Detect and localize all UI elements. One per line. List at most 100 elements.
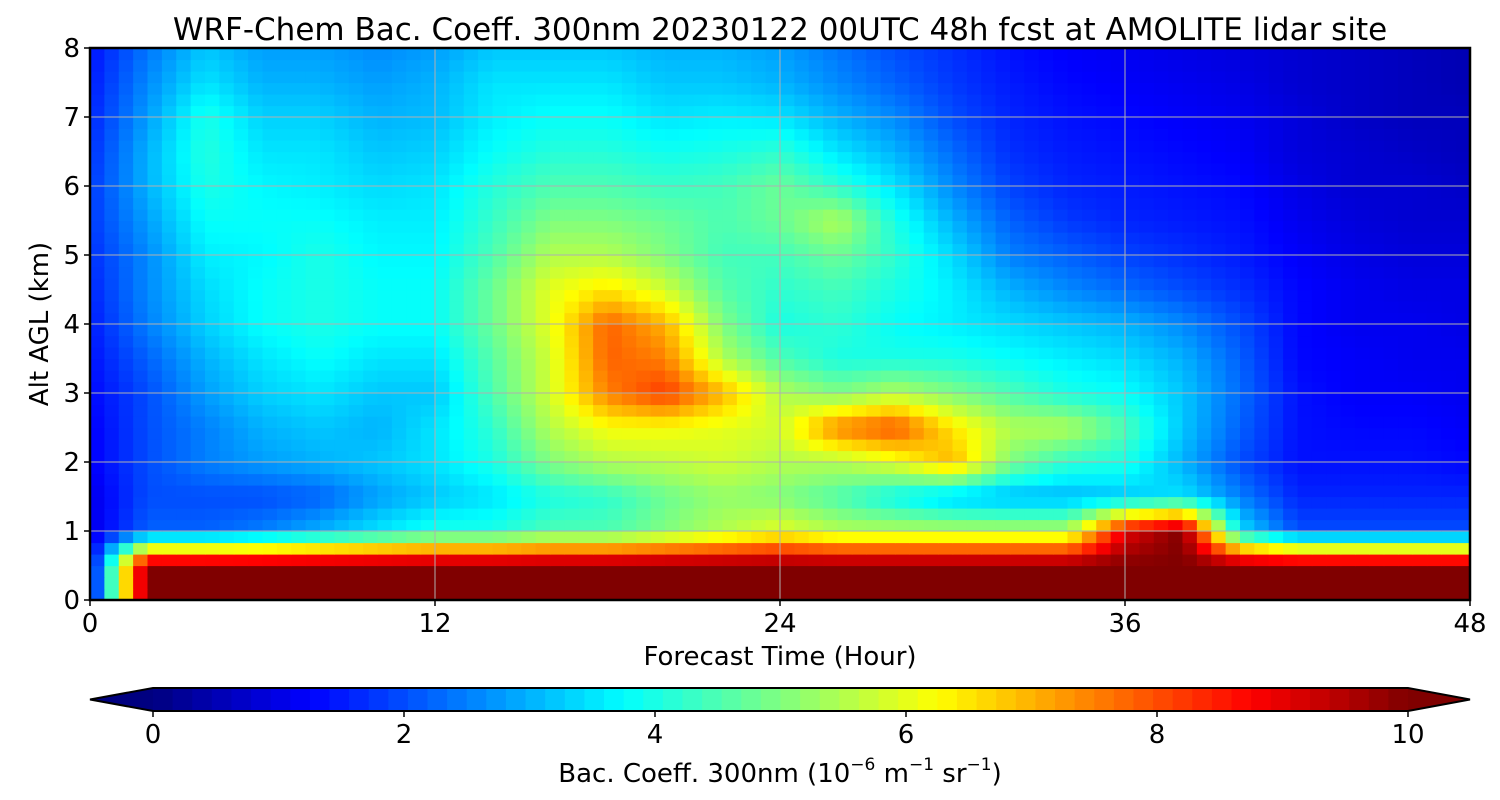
- heatmap-cell: [391, 519, 407, 532]
- heatmap-cell: [1067, 588, 1083, 600]
- heatmap-cell: [995, 542, 1011, 555]
- heatmap-cell: [1369, 220, 1385, 233]
- heatmap-cell: [1196, 220, 1212, 233]
- heatmap-cell: [1125, 485, 1140, 498]
- heatmap-cell: [1455, 347, 1470, 360]
- heatmap-cell: [1182, 117, 1198, 130]
- heatmap-cell: [1426, 71, 1442, 84]
- heatmap-cell: [1369, 140, 1385, 153]
- heatmap-cell: [161, 48, 177, 61]
- heatmap-cell: [679, 370, 695, 383]
- heatmap-cell: [751, 577, 767, 590]
- heatmap-cell: [995, 71, 1011, 84]
- heatmap-cell: [248, 358, 264, 371]
- heatmap-cell: [478, 312, 494, 325]
- heatmap-cell: [1067, 381, 1083, 394]
- heatmap-cell: [564, 531, 580, 544]
- heatmap-cell: [1225, 473, 1241, 486]
- heatmap-cell: [1038, 174, 1054, 187]
- heatmap-cell: [90, 186, 105, 199]
- heatmap-cell: [334, 301, 350, 314]
- heatmap-cell: [708, 174, 724, 187]
- heatmap-cell: [1139, 301, 1155, 314]
- heatmap-cell: [1182, 439, 1198, 452]
- heatmap-cell: [1153, 82, 1169, 95]
- heatmap-cell: [521, 462, 537, 475]
- heatmap-cell: [506, 151, 522, 164]
- heatmap-cell: [995, 94, 1011, 107]
- heatmap-cell: [895, 117, 910, 130]
- heatmap-cell: [506, 128, 522, 141]
- heatmap-cell: [665, 427, 680, 440]
- heatmap-cell: [1240, 278, 1255, 291]
- heatmap-cell: [363, 255, 379, 268]
- heatmap-cell: [1383, 370, 1399, 383]
- heatmap-cell: [823, 496, 839, 509]
- heatmap-cell: [1053, 531, 1069, 544]
- heatmap-cell: [837, 404, 853, 417]
- heatmap-cell: [909, 450, 925, 463]
- heatmap-cell: [1268, 462, 1284, 475]
- heatmap-cell: [1383, 278, 1399, 291]
- heatmap-cell: [1355, 335, 1370, 348]
- heatmap-cell: [1125, 289, 1140, 302]
- heatmap-cell: [1053, 462, 1069, 475]
- heatmap-cell: [205, 381, 220, 394]
- heatmap-cell: [118, 289, 134, 302]
- heatmap-cell: [837, 462, 853, 475]
- heatmap-cell: [521, 347, 537, 360]
- heatmap-cell: [1153, 485, 1169, 498]
- heatmap-cell: [923, 59, 939, 72]
- heatmap-cell: [1067, 508, 1083, 521]
- heatmap-cell: [233, 577, 249, 590]
- heatmap-cell: [1311, 163, 1327, 176]
- heatmap-cell: [420, 427, 436, 440]
- heatmap-cell: [176, 128, 192, 141]
- heatmap-cell: [607, 496, 623, 509]
- heatmap-cell: [550, 82, 565, 95]
- heatmap-cell: [808, 404, 824, 417]
- heatmap-cell: [118, 197, 134, 210]
- heatmap-cell: [665, 416, 680, 429]
- heatmap-cell: [981, 588, 997, 600]
- heatmap-cell: [1455, 255, 1470, 268]
- heatmap-cell: [722, 519, 738, 532]
- heatmap-cell: [118, 335, 134, 348]
- heatmap-cell: [1383, 496, 1399, 509]
- heatmap-cell: [550, 439, 565, 452]
- heatmap-cell: [1326, 531, 1342, 544]
- heatmap-cell: [276, 94, 292, 107]
- heatmap-cell: [1081, 381, 1097, 394]
- heatmap-cell: [765, 232, 781, 245]
- heatmap-cell: [693, 232, 709, 245]
- heatmap-cell: [1455, 186, 1470, 199]
- heatmap-cell: [161, 232, 177, 245]
- heatmap-cell: [1125, 151, 1140, 164]
- heatmap-cell: [147, 370, 163, 383]
- heatmap-cell: [607, 462, 623, 475]
- heatmap-cell: [1254, 105, 1270, 118]
- heatmap-cell: [650, 439, 666, 452]
- heatmap-cell: [1153, 473, 1169, 486]
- heatmap-cell: [320, 163, 335, 176]
- heatmap-cell: [1383, 565, 1399, 578]
- heatmap-cell: [1455, 174, 1470, 187]
- heatmap-cell: [1110, 174, 1126, 187]
- heatmap-cell: [1182, 542, 1198, 555]
- heatmap-cell: [966, 48, 982, 61]
- heatmap-cell: [952, 312, 968, 325]
- heatmap-cell: [1355, 117, 1370, 130]
- heatmap-cell: [607, 335, 623, 348]
- heatmap-cell: [708, 301, 724, 314]
- heatmap-cell: [1355, 496, 1370, 509]
- heatmap-cell: [722, 255, 738, 268]
- heatmap-cell: [1196, 485, 1212, 498]
- heatmap-cell: [837, 370, 853, 383]
- heatmap-cell: [133, 588, 149, 600]
- heatmap-cell: [1283, 324, 1299, 337]
- heatmap-cell: [90, 393, 105, 406]
- heatmap-cell: [348, 542, 364, 555]
- heatmap-cell: [1182, 450, 1198, 463]
- heatmap-cell: [765, 324, 781, 337]
- heatmap-cell: [176, 312, 192, 325]
